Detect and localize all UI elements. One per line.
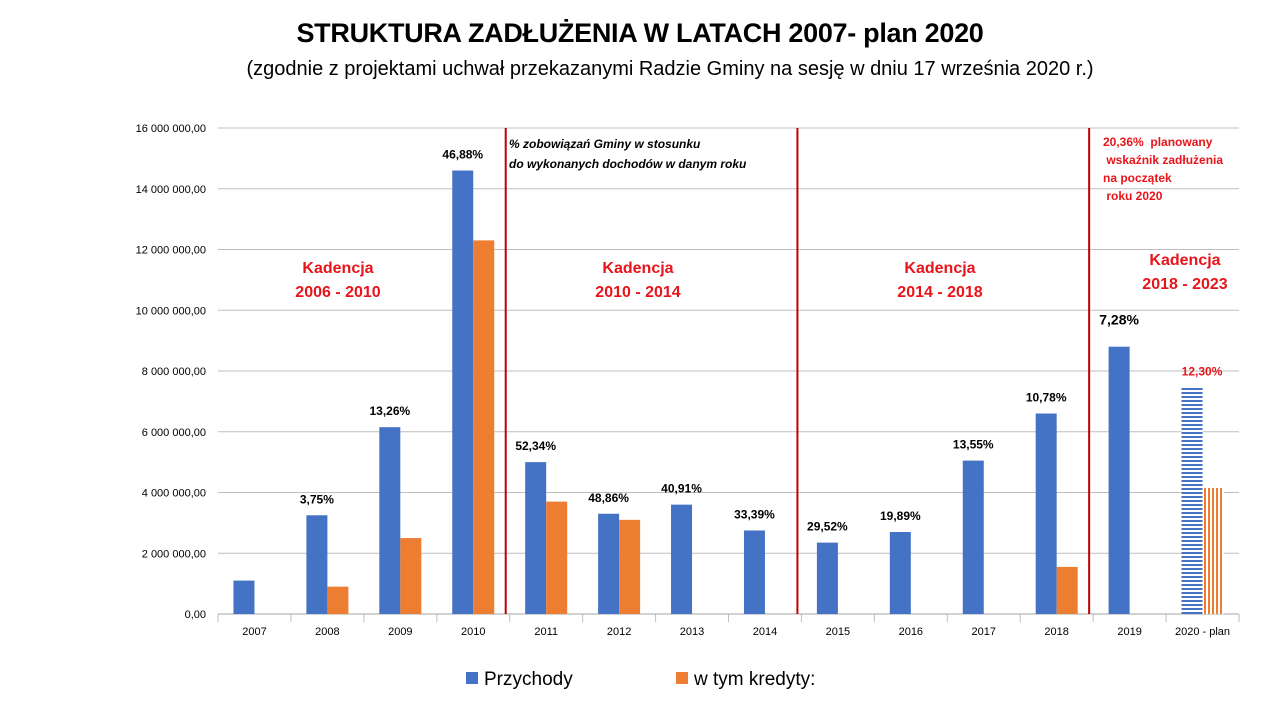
y-tick-label: 16 000 000,00 [136, 123, 206, 135]
period-label-line1: Kadencja [602, 260, 673, 277]
data-label: 52,34% [515, 439, 556, 453]
x-tick-label: 2016 [899, 626, 923, 638]
bar-przychody-2010 [452, 170, 474, 614]
note-percent-line: % zobowiązań Gminy w stosunku [509, 137, 701, 151]
x-tick-label: 2008 [315, 626, 339, 638]
bar-przychody-2011 [525, 462, 547, 614]
bars [233, 170, 1224, 614]
chart-title: STRUKTURA ZADŁUŻENIA W LATACH 2007- plan… [296, 18, 984, 48]
y-tick-label: 0,00 [185, 609, 206, 621]
bar-kredyty-2020-plan [1202, 487, 1224, 614]
bar-przychody-2017 [962, 460, 984, 614]
x-tick-label: 2011 [534, 626, 558, 638]
data-label: 29,52% [807, 520, 848, 534]
bar-kredyty-2008 [327, 586, 349, 614]
x-tick-label: 2012 [607, 626, 631, 638]
bar-przychody-2013 [671, 504, 693, 614]
note-plan-line: na początek [1103, 171, 1172, 185]
data-label: 12,30% [1182, 365, 1223, 379]
note-percent-line: do wykonanych dochodów w danym roku [509, 157, 747, 171]
chart-subtitle: (zgodnie z projektami uchwał przekazanym… [246, 58, 1094, 80]
data-label: 10,78% [1026, 391, 1067, 405]
x-tick-label: 2010 [461, 626, 485, 638]
data-label: 13,26% [369, 404, 410, 418]
data-label: 33,39% [734, 507, 775, 521]
bar-przychody-2015 [816, 542, 838, 614]
legend: Przychody w tym kredyty: [466, 669, 815, 690]
legend-swatch [466, 672, 478, 684]
period-label-line2: 2006 - 2010 [295, 284, 381, 301]
legend-label: Przychody [484, 669, 573, 690]
bar-kredyty-2011 [546, 501, 568, 614]
x-tick-label: 2018 [1044, 626, 1068, 638]
y-tick-label: 8 000 000,00 [142, 366, 206, 378]
bar-kredyty-2012 [619, 519, 641, 614]
y-tick-label: 4 000 000,00 [142, 488, 206, 500]
x-tick-label: 2015 [826, 626, 850, 638]
x-tick-label: 2007 [242, 626, 266, 638]
data-label: 46,88% [442, 148, 483, 162]
labels: 0,00 2 000 000,00 4 000 000,00 6 000 000,00… [136, 123, 1230, 638]
data-label: 7,28% [1099, 312, 1139, 328]
data-label: 19,89% [880, 509, 921, 523]
x-tick-label: 2014 [753, 626, 777, 638]
period-dividers [504, 128, 1091, 614]
bar-przychody-2019 [1108, 346, 1130, 614]
x-tick-label: 2017 [972, 626, 996, 638]
gridlines [217, 127, 1240, 622]
legend-swatch [676, 672, 688, 684]
data-label: 40,91% [661, 482, 702, 496]
x-tick-label: 2009 [388, 626, 412, 638]
legend-label: w tym kredyty: [693, 669, 815, 690]
y-tick-label: 2 000 000,00 [142, 548, 206, 560]
y-tick-label: 6 000 000,00 [142, 427, 206, 439]
y-tick-label: 12 000 000,00 [136, 245, 206, 257]
bar-przychody-2009 [379, 427, 401, 614]
data-label: 13,55% [953, 438, 994, 452]
period-label-line1: Kadencja [1149, 252, 1220, 269]
bar-przychody-2007 [233, 580, 255, 614]
y-tick-label: 10 000 000,00 [136, 305, 206, 317]
y-tick-label: 14 000 000,00 [136, 184, 206, 196]
x-tick-label: 2019 [1117, 626, 1141, 638]
data-label: 3,75% [300, 492, 334, 506]
x-tick-label: 2013 [680, 626, 704, 638]
note-plan-line: 20,36% planowany [1103, 135, 1213, 149]
period-label-line2: 2018 - 2023 [1142, 276, 1228, 293]
note-plan-line: wskaźnik zadłużenia [1103, 153, 1223, 167]
bar-przychody-2020-plan [1181, 387, 1203, 614]
bar-kredyty-2018 [1056, 566, 1078, 614]
data-label: 48,86% [588, 491, 629, 505]
bar-przychody-2016 [889, 531, 911, 614]
period-label-line1: Kadencja [302, 260, 373, 277]
bar-przychody-2008 [306, 515, 328, 614]
bar-przychody-2018 [1035, 413, 1057, 614]
period-label-line2: 2014 - 2018 [897, 284, 983, 301]
period-label-line2: 2010 - 2014 [595, 284, 681, 301]
bar-przychody-2012 [598, 513, 620, 614]
bar-kredyty-2009 [400, 538, 422, 614]
bar-przychody-2014 [743, 530, 765, 614]
bar-kredyty-2010 [473, 240, 495, 614]
note-plan-line: roku 2020 [1103, 189, 1163, 203]
x-tick-label: 2020 - plan [1175, 626, 1230, 638]
period-label-line1: Kadencja [904, 260, 975, 277]
